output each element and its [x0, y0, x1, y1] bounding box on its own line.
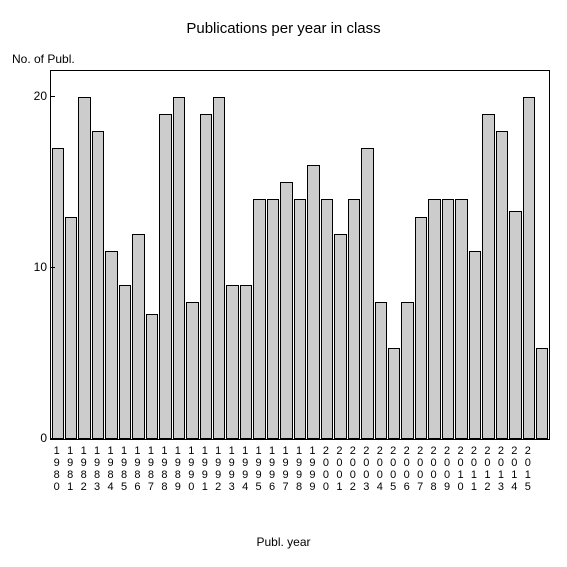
xtick-label: 1982 — [79, 445, 89, 493]
bar — [455, 199, 467, 439]
bar — [240, 285, 252, 439]
bar — [65, 217, 77, 440]
xtick-label: 1992 — [213, 445, 223, 493]
bar — [428, 199, 440, 439]
xtick-label: 2008 — [429, 445, 439, 493]
xtick-label: 1991 — [200, 445, 210, 493]
bar — [388, 348, 400, 439]
bar — [105, 251, 117, 439]
xtick-label: 2013 — [496, 445, 506, 493]
bar — [469, 251, 481, 439]
xtick-label: 1998 — [294, 445, 304, 493]
xtick-label: 2011 — [469, 445, 479, 493]
xtick-label: 1994 — [240, 445, 250, 493]
bar — [523, 97, 535, 439]
ytick-label: 10 — [17, 260, 47, 274]
bar — [173, 97, 185, 439]
bar — [159, 114, 171, 439]
bar — [226, 285, 238, 439]
xtick-label: 2004 — [375, 445, 385, 493]
bar — [509, 211, 521, 439]
bar — [78, 97, 90, 439]
bar — [52, 148, 64, 439]
xtick-label: 2014 — [509, 445, 519, 493]
bar — [213, 97, 225, 439]
xtick-label: 2015 — [523, 445, 533, 493]
bar — [361, 148, 373, 439]
xtick-label: 1987 — [146, 445, 156, 493]
chart-title: Publications per year in class — [0, 20, 567, 37]
xtick-label: 2000 — [321, 445, 331, 493]
xtick-label: 1990 — [186, 445, 196, 493]
xtick-label: 2002 — [348, 445, 358, 493]
xtick-label: 2003 — [361, 445, 371, 493]
bar — [119, 285, 131, 439]
bar — [442, 199, 454, 439]
xtick-label: 2007 — [415, 445, 425, 493]
xtick-label: 1997 — [281, 445, 291, 493]
xtick-label: 1986 — [132, 445, 142, 493]
bars-group — [51, 71, 549, 439]
bar — [334, 234, 346, 439]
xtick-label: 1980 — [52, 445, 62, 493]
xtick-label: 1995 — [254, 445, 264, 493]
bar — [496, 131, 508, 439]
plot-area — [50, 70, 550, 440]
bar — [321, 199, 333, 439]
xtick-label: 1993 — [227, 445, 237, 493]
bar — [375, 302, 387, 439]
bar — [294, 199, 306, 439]
xtick-label: 1981 — [65, 445, 75, 493]
ytick-mark — [50, 96, 55, 97]
bar — [401, 302, 413, 439]
xtick-label: 1988 — [159, 445, 169, 493]
xtick-label: 1983 — [92, 445, 102, 493]
ytick-mark — [50, 438, 55, 439]
bar — [267, 199, 279, 439]
y-axis-label: No. of Publ. — [12, 52, 75, 66]
xtick-label: 1984 — [106, 445, 116, 493]
bar — [482, 114, 494, 439]
bar — [280, 182, 292, 439]
bar — [415, 217, 427, 440]
bar — [146, 314, 158, 439]
x-axis-label: Publ. year — [0, 535, 567, 549]
xtick-label: 1985 — [119, 445, 129, 493]
bar — [536, 348, 548, 439]
xtick-label: 2009 — [442, 445, 452, 493]
bar — [92, 131, 104, 439]
bar — [307, 165, 319, 439]
xtick-label: 1996 — [267, 445, 277, 493]
bar — [132, 234, 144, 439]
xtick-label: 2010 — [456, 445, 466, 493]
xtick-label: 1999 — [307, 445, 317, 493]
xtick-label: 1989 — [173, 445, 183, 493]
bar — [200, 114, 212, 439]
chart-container: Publications per year in class No. of Pu… — [0, 0, 567, 567]
ytick-label: 20 — [17, 89, 47, 103]
ytick-label: 0 — [17, 431, 47, 445]
bar — [186, 302, 198, 439]
xtick-label: 2001 — [334, 445, 344, 493]
ytick-mark — [50, 267, 55, 268]
xtick-label: 2005 — [388, 445, 398, 493]
bar — [253, 199, 265, 439]
bar — [348, 199, 360, 439]
xtick-label: 2006 — [402, 445, 412, 493]
xtick-label: 2012 — [482, 445, 492, 493]
